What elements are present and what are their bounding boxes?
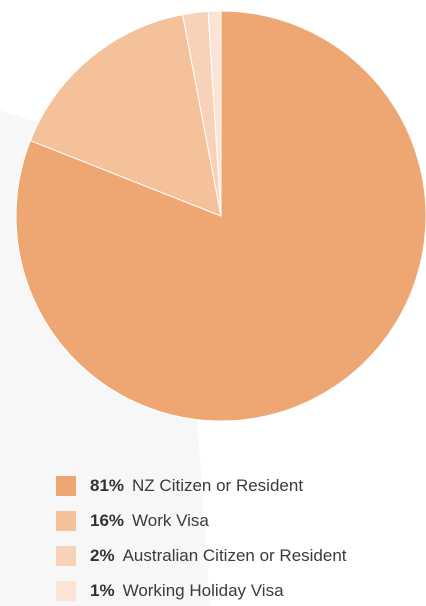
legend-percent: 16% [90, 510, 125, 530]
legend-item: 2% Australian Citizen or Resident [56, 538, 347, 573]
legend-percent: 2% [90, 545, 115, 565]
pie-chart [15, 10, 426, 422]
legend-swatch [56, 510, 76, 531]
legend-item: 1% Working Holiday Visa [56, 573, 347, 606]
legend-label: NZ Citizen or Resident [132, 475, 304, 495]
legend-percent: 81% [90, 475, 125, 495]
legend-percent: 1% [90, 580, 115, 600]
legend-label: Work Visa [132, 510, 209, 530]
legend-item: 16% Work Visa [56, 503, 347, 538]
pie-slice-2 [29, 14, 222, 217]
legend-label: Working Holiday Visa [122, 580, 284, 600]
legend-item: 81% NZ Citizen or Resident [56, 468, 347, 503]
legend-swatch [56, 475, 76, 496]
legend-swatch [56, 545, 76, 566]
pie-slice-4 [207, 10, 222, 217]
legend-swatch [56, 580, 76, 601]
chart-legend: 81% NZ Citizen or Resident 16% Work Visa 2% A… [56, 468, 347, 606]
legend-label: Australian Citizen or Resident [122, 545, 347, 565]
